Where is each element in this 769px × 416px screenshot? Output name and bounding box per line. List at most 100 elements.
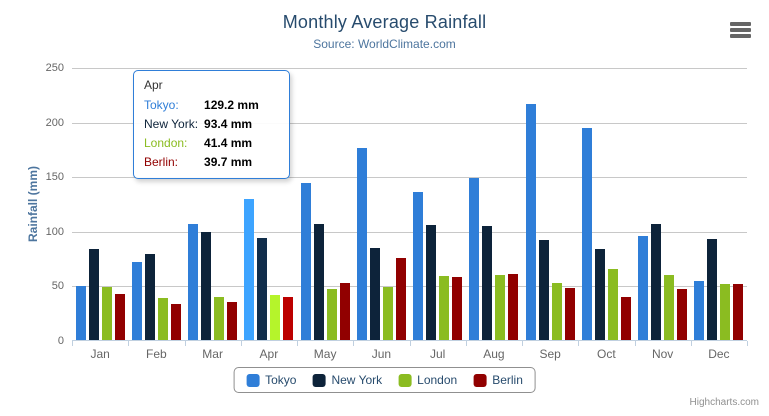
x-axis-tick (353, 341, 354, 346)
legend-label: New York (331, 373, 383, 387)
y-axis-label: 150 (45, 171, 64, 184)
bar-london-jun[interactable] (382, 287, 393, 340)
legend-item-london[interactable]: London (398, 373, 457, 387)
legend: Tokyo New York London Berlin (233, 367, 536, 393)
tooltip-category: Apr (144, 78, 163, 92)
bar-london-jan[interactable] (101, 286, 112, 340)
gridline (72, 286, 747, 288)
x-axis-tick (72, 341, 73, 346)
tooltip-series-value: 41.4 mm (204, 136, 253, 150)
bar-london-sep[interactable] (551, 282, 562, 340)
bar-new-york-jun[interactable] (369, 247, 380, 340)
tooltip-series-label: New York: (144, 117, 199, 131)
bar-new-york-nov[interactable] (651, 223, 662, 340)
bar-berlin-mar[interactable] (227, 302, 238, 340)
x-axis-label-may: May (313, 347, 337, 361)
bar-new-york-jul[interactable] (426, 225, 437, 340)
y-axis-labels: 0 50 100 150 200 250 (0, 62, 64, 347)
x-axis-line (72, 340, 747, 341)
bar-berlin-aug[interactable] (508, 274, 519, 340)
bar-tokyo-nov[interactable] (638, 235, 649, 340)
x-axis-label-mar: Mar (202, 347, 223, 361)
x-axis-labels: Jan Feb Mar Apr May Jun Jul Aug Sep Oct Nov Dec (72, 347, 747, 361)
bar-tokyo-aug[interactable] (469, 177, 480, 340)
bar-berlin-nov[interactable] (677, 288, 688, 340)
tooltip-series-label: Tokyo: (144, 98, 179, 112)
bar-new-york-apr[interactable] (257, 238, 268, 340)
bar-london-oct[interactable] (607, 268, 618, 340)
hamburger-icon (730, 28, 751, 32)
tooltip-series-label: Berlin: (144, 155, 179, 169)
legend-item-tokyo[interactable]: Tokyo (246, 373, 296, 387)
bar-new-york-feb[interactable] (144, 253, 155, 340)
y-axis-label: 200 (45, 116, 64, 129)
context-menu-button[interactable] (728, 20, 753, 40)
x-axis-tick (466, 341, 467, 346)
x-axis-tick (185, 341, 186, 346)
bar-berlin-may[interactable] (339, 282, 350, 340)
bar-london-may[interactable] (326, 288, 337, 340)
bar-tokyo-dec[interactable] (694, 280, 705, 340)
bar-new-york-aug[interactable] (482, 226, 493, 340)
legend-label: Tokyo (265, 373, 297, 387)
bar-new-york-jan[interactable] (88, 248, 99, 340)
bar-new-york-dec[interactable] (707, 239, 718, 340)
bar-berlin-dec[interactable] (733, 284, 744, 340)
legend-item-berlin[interactable]: Berlin (473, 373, 523, 387)
x-axis-tick (297, 341, 298, 346)
bar-tokyo-jun[interactable] (356, 147, 367, 340)
bar-london-apr[interactable] (270, 294, 281, 340)
bar-berlin-sep[interactable] (564, 288, 575, 340)
bar-berlin-oct[interactable] (620, 297, 631, 340)
bar-tokyo-jan[interactable] (75, 285, 86, 340)
bar-new-york-sep[interactable] (538, 240, 549, 340)
bar-new-york-may[interactable] (313, 224, 324, 340)
bar-london-feb[interactable] (157, 297, 168, 340)
bar-new-york-oct[interactable] (594, 248, 605, 340)
legend-swatch-icon (398, 373, 412, 387)
legend-swatch-icon (312, 373, 326, 387)
credits-link[interactable]: Highcharts.com (689, 397, 759, 408)
bar-berlin-feb[interactable] (170, 303, 181, 340)
gridline (72, 122, 747, 124)
bar-tokyo-may[interactable] (300, 182, 311, 340)
legend-swatch-icon (246, 373, 260, 387)
x-axis-label-nov: Nov (651, 347, 674, 361)
x-axis-tick (522, 341, 523, 346)
tooltip-series-label: London: (144, 136, 188, 150)
y-axis-label: 0 (57, 335, 64, 347)
bar-london-dec[interactable] (720, 284, 731, 340)
bar-tokyo-sep[interactable] (525, 103, 536, 340)
legend-item-new-york[interactable]: New York (312, 373, 382, 387)
x-axis-label-aug: Aug (483, 347, 505, 361)
chart-title: Monthly Average Rainfall (282, 12, 487, 32)
bar-tokyo-feb[interactable] (131, 261, 142, 340)
bar-london-mar[interactable] (214, 297, 225, 340)
bar-london-aug[interactable] (495, 274, 506, 340)
x-axis-label-dec: Dec (708, 347, 730, 361)
bar-london-nov[interactable] (664, 275, 675, 340)
bar-berlin-jun[interactable] (395, 257, 406, 340)
legend-swatch-icon (473, 373, 487, 387)
hamburger-icon (730, 34, 751, 38)
bar-london-jul[interactable] (439, 275, 450, 340)
bar-tokyo-jul[interactable] (413, 191, 424, 340)
x-axis-label-apr: Apr (259, 347, 279, 361)
bar-berlin-jan[interactable] (114, 293, 125, 340)
hamburger-icon (730, 22, 751, 26)
gridline (72, 231, 747, 233)
x-axis-label-jun: Jun (371, 347, 392, 361)
bar-tokyo-apr[interactable] (244, 198, 255, 340)
bar-new-york-mar[interactable] (201, 232, 212, 340)
bar-tokyo-mar[interactable] (188, 223, 199, 340)
bar-tokyo-oct[interactable] (581, 128, 592, 340)
bar-berlin-apr[interactable] (283, 296, 294, 340)
x-axis-tick (635, 341, 636, 346)
bar-berlin-jul[interactable] (452, 277, 463, 340)
x-axis-label-jan: Jan (90, 347, 110, 361)
chart-subtitle: Source: WorldClimate.com (313, 37, 456, 51)
legend-label: London (417, 373, 458, 387)
y-axis-label: 100 (45, 225, 64, 238)
tooltip-rows: Tokyo: 129.2 mm New York: 93.4 mm London: 41.… (144, 96, 279, 172)
x-axis-tick (747, 341, 748, 346)
